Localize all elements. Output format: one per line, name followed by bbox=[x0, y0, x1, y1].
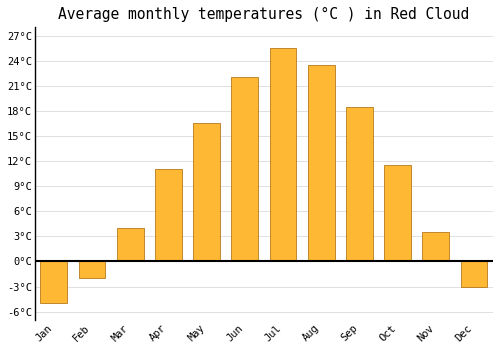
Bar bbox=[460, 261, 487, 287]
Bar bbox=[232, 77, 258, 261]
Bar bbox=[270, 48, 296, 261]
Bar bbox=[384, 165, 411, 261]
Bar bbox=[193, 124, 220, 261]
Bar bbox=[308, 65, 334, 261]
Bar bbox=[155, 169, 182, 261]
Bar bbox=[117, 228, 143, 261]
Bar bbox=[346, 107, 372, 261]
Title: Average monthly temperatures (°C ) in Red Cloud: Average monthly temperatures (°C ) in Re… bbox=[58, 7, 470, 22]
Bar bbox=[78, 261, 106, 278]
Bar bbox=[40, 261, 67, 303]
Bar bbox=[422, 232, 449, 261]
